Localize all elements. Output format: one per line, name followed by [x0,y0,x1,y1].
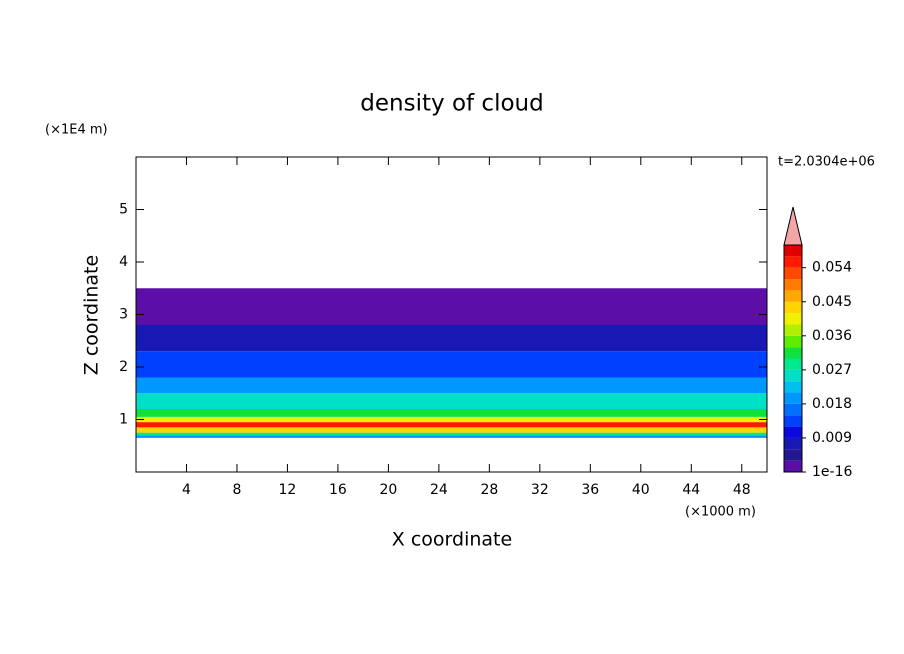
contour-band [136,409,767,417]
colorbar-band [784,449,802,461]
x-tick-label: 44 [682,482,700,498]
colorbar-band [784,279,802,291]
contour-band [136,422,767,428]
colorbar-band [784,403,802,416]
contour-band [136,351,767,378]
y-tick-label: 5 [119,202,128,218]
colorbar-band [784,245,802,257]
colorbar-tick-label: 0.027 [812,362,852,378]
x-tick-label: 36 [581,482,599,498]
y-tick-label: 3 [119,307,128,323]
y-tick-label: 4 [119,254,128,270]
x-tick-label: 8 [232,482,241,498]
contour-band [136,427,767,433]
colorbar-tick-label: 0.054 [812,260,852,276]
colorbar-band [784,381,802,393]
colorbar-extend [783,206,803,246]
colorbar-tick-label: 0.009 [812,430,852,446]
chart-title: density of cloud [360,91,543,117]
x-tick-label: 4 [182,482,191,498]
x-tick-label: 32 [531,482,549,498]
colorbar-band [784,358,802,370]
colorbar-tick-label: 0.036 [812,328,852,344]
contour-band [136,435,767,438]
colorbar-tick-label: 1e-16 [812,464,852,480]
contour-band [136,432,767,436]
x-tick-label: 48 [733,482,751,498]
colorbar-band [784,290,802,302]
contour-band [136,325,767,352]
x-tick-label: 12 [279,482,297,498]
x-tick-label: 16 [329,482,347,498]
x-tick-label: 24 [430,482,448,498]
contour-band [136,377,767,394]
colorbar-band [784,369,802,382]
colorbar-band [784,324,802,336]
colorbar-band [784,415,802,427]
colorbar-frame [783,244,803,473]
colorbar-tick-label: 0.018 [812,396,852,412]
x-tick-label: 40 [632,482,650,498]
colorbar-band [784,347,802,359]
colorbar-band [784,426,802,438]
colorbar-band [784,335,802,348]
contour-band [136,288,767,325]
colorbar-band [784,256,802,268]
y-tick-label: 1 [119,412,128,428]
x-tick-label: 20 [379,482,397,498]
colorbar-band [784,267,802,280]
colorbar-band [784,392,802,404]
colorbar-band [784,460,802,472]
time-annotation: t=2.0304e+06 [778,155,875,170]
colorbar-band [784,313,802,325]
y-tick-label: 2 [119,359,128,375]
x-unit: (×1000 m) [685,505,756,520]
x-tick-label: 28 [480,482,498,498]
colorbar-band [784,301,802,314]
y-unit: (×1E4 m) [45,123,108,138]
contour-band [136,416,767,423]
contour-band [136,393,767,409]
x-axis-label: X coordinate [392,529,512,551]
colorbar-band [784,437,802,450]
y-axis-label: Z coordinate [81,255,103,375]
colorbar-tick-label: 0.045 [812,294,852,310]
